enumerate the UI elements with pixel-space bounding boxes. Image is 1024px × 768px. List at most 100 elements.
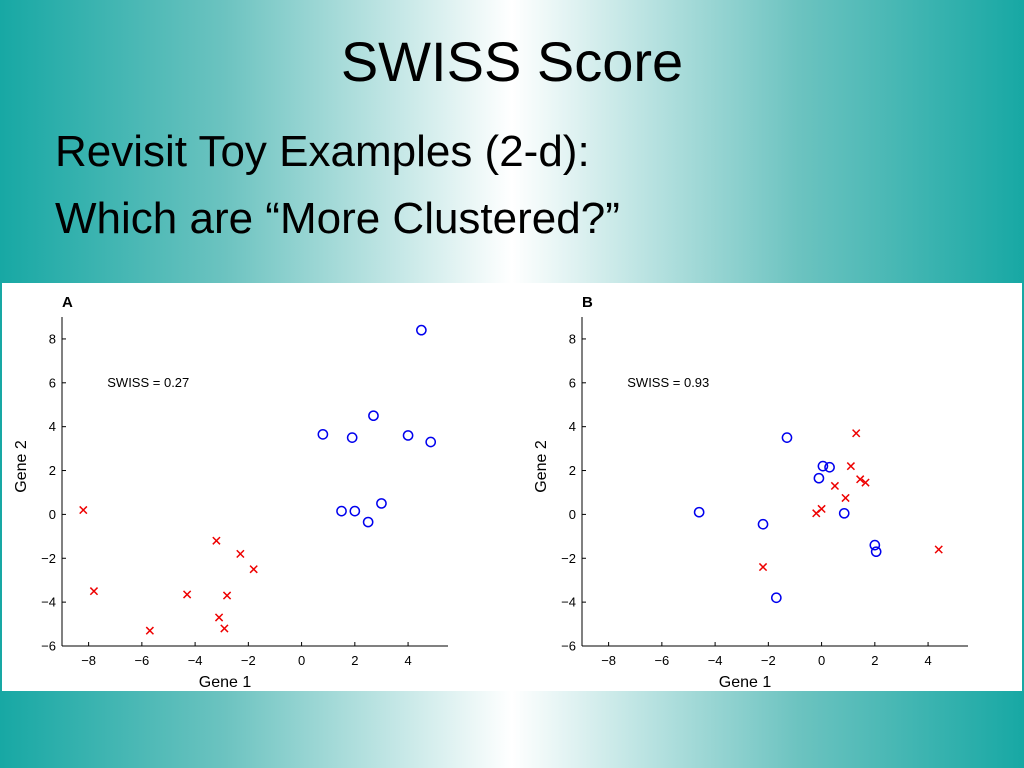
circle-point [362,516,374,528]
y-tick-label: −4 [561,595,576,610]
x-tick-label: −8 [601,653,616,668]
cross-point [89,587,99,596]
y-tick-label: 8 [49,331,56,346]
swiss-score-annotation: SWISS = 0.93 [627,375,709,390]
subtitle-line-1: Revisit Toy Examples (2-d): [55,127,590,176]
cross-point [220,624,229,633]
y-tick-label: 0 [49,507,56,522]
x-tick-label: 2 [351,653,358,668]
x-tick-label: −2 [241,653,256,668]
cross-point [852,429,861,438]
y-tick-label: −4 [41,595,56,610]
circle-point [817,460,829,472]
circle-point [425,436,437,448]
circle-point [693,506,705,518]
cross-stroke [79,505,88,515]
x-tick-label: 0 [298,653,305,668]
cross-stroke [182,590,192,599]
x-tick-label: −2 [761,653,776,668]
circle-point [346,432,358,443]
cross-point [856,475,865,484]
x-tick-label: 4 [404,653,411,668]
y-tick-label: −2 [41,551,56,566]
y-tick-label: 8 [569,331,576,346]
circle-point [824,461,835,473]
y-tick-label: −6 [561,639,576,654]
y-tick-label: 2 [569,463,576,478]
cross-point [145,626,154,635]
y-tick-label: 6 [49,375,56,390]
cross-point [812,509,821,518]
circle-point [416,324,427,336]
cross-stroke [212,536,221,545]
y-tick-label: 2 [49,463,56,478]
figure-panel: A −8 −6 −4 −2 0 2 4 −6 −4 −2 0 2 4 6 8 Gene 1 Gene 2 SWISS… [2,283,1022,691]
y-tick-label: 4 [569,419,576,434]
x-axis-label: Gene 1 [719,674,772,691]
panel-label: B [582,294,593,311]
cross-point [249,565,258,574]
scatter-figure: A −8 −6 −4 −2 0 2 4 −6 −4 −2 0 2 4 6 8 Gene 1 Gene 2 SWISS… [13,294,968,691]
circle-point [317,428,329,440]
cross-point [861,478,870,487]
cross-point [830,481,840,491]
slide-title: SWISS Score [340,30,684,93]
y-tick-label: 0 [569,507,576,522]
circle-point [770,592,782,604]
y-axis-label: Gene 2 [533,440,550,493]
scatter-plot-a: A −8 −6 −4 −2 0 2 4 −6 −4 −2 0 2 4 6 8 Gene 1 Gene 2 SWISS… [13,294,448,691]
cross-stroke [861,478,870,487]
scatter-plot-b: B −8 −6 −4 −2 0 2 4 −6 −4 −2 0 2 4 6 8 Gene 1 Gene 2 SWISS… [533,294,968,691]
cross-stroke [89,587,99,596]
circle-point [838,507,850,519]
swiss-score-annotation: SWISS = 0.27 [107,375,189,390]
cross-stroke [812,509,821,518]
x-tick-label: −6 [654,653,669,668]
circle-point [870,546,882,558]
circle-point [757,518,769,530]
cross-point [758,562,768,572]
cross-stroke [934,545,943,554]
y-tick-label: −2 [561,551,576,566]
cross-point [846,462,855,471]
cross-point [222,591,232,600]
y-tick-label: −6 [41,639,56,654]
x-tick-label: −4 [708,653,723,668]
cross-stroke [145,626,154,635]
circle-point [349,505,361,517]
circle-point [368,410,379,422]
x-tick-label: 4 [924,653,931,668]
cross-point [841,493,850,503]
circle-point [376,498,387,509]
circle-point [402,430,414,441]
circle-point [869,539,881,551]
cross-point [934,545,943,554]
cross-stroke [249,565,258,574]
subtitle-line-2: Which are “More Clustered?” [55,194,620,243]
cross-stroke [236,549,245,559]
circle-point [813,472,825,484]
y-tick-label: 4 [49,419,56,434]
cross-stroke [841,493,850,503]
cross-point [236,549,245,559]
cross-stroke [852,429,861,438]
x-tick-label: −4 [188,653,203,668]
cross-point [79,505,88,515]
circle-point [336,505,347,517]
cross-stroke [856,475,865,484]
cross-stroke [758,562,768,572]
x-tick-label: −8 [81,653,96,668]
y-axis-label: Gene 2 [13,440,30,493]
cross-point [182,590,192,599]
cross-stroke [846,462,855,471]
panel-label: A [62,294,73,311]
x-axis-label: Gene 1 [199,674,252,691]
cross-point [212,536,221,545]
cross-stroke [830,481,840,491]
cross-stroke [222,591,232,600]
x-tick-label: 0 [818,653,825,668]
x-tick-label: −6 [134,653,149,668]
cross-stroke [220,624,229,633]
x-tick-label: 2 [871,653,878,668]
circle-point [781,432,793,443]
